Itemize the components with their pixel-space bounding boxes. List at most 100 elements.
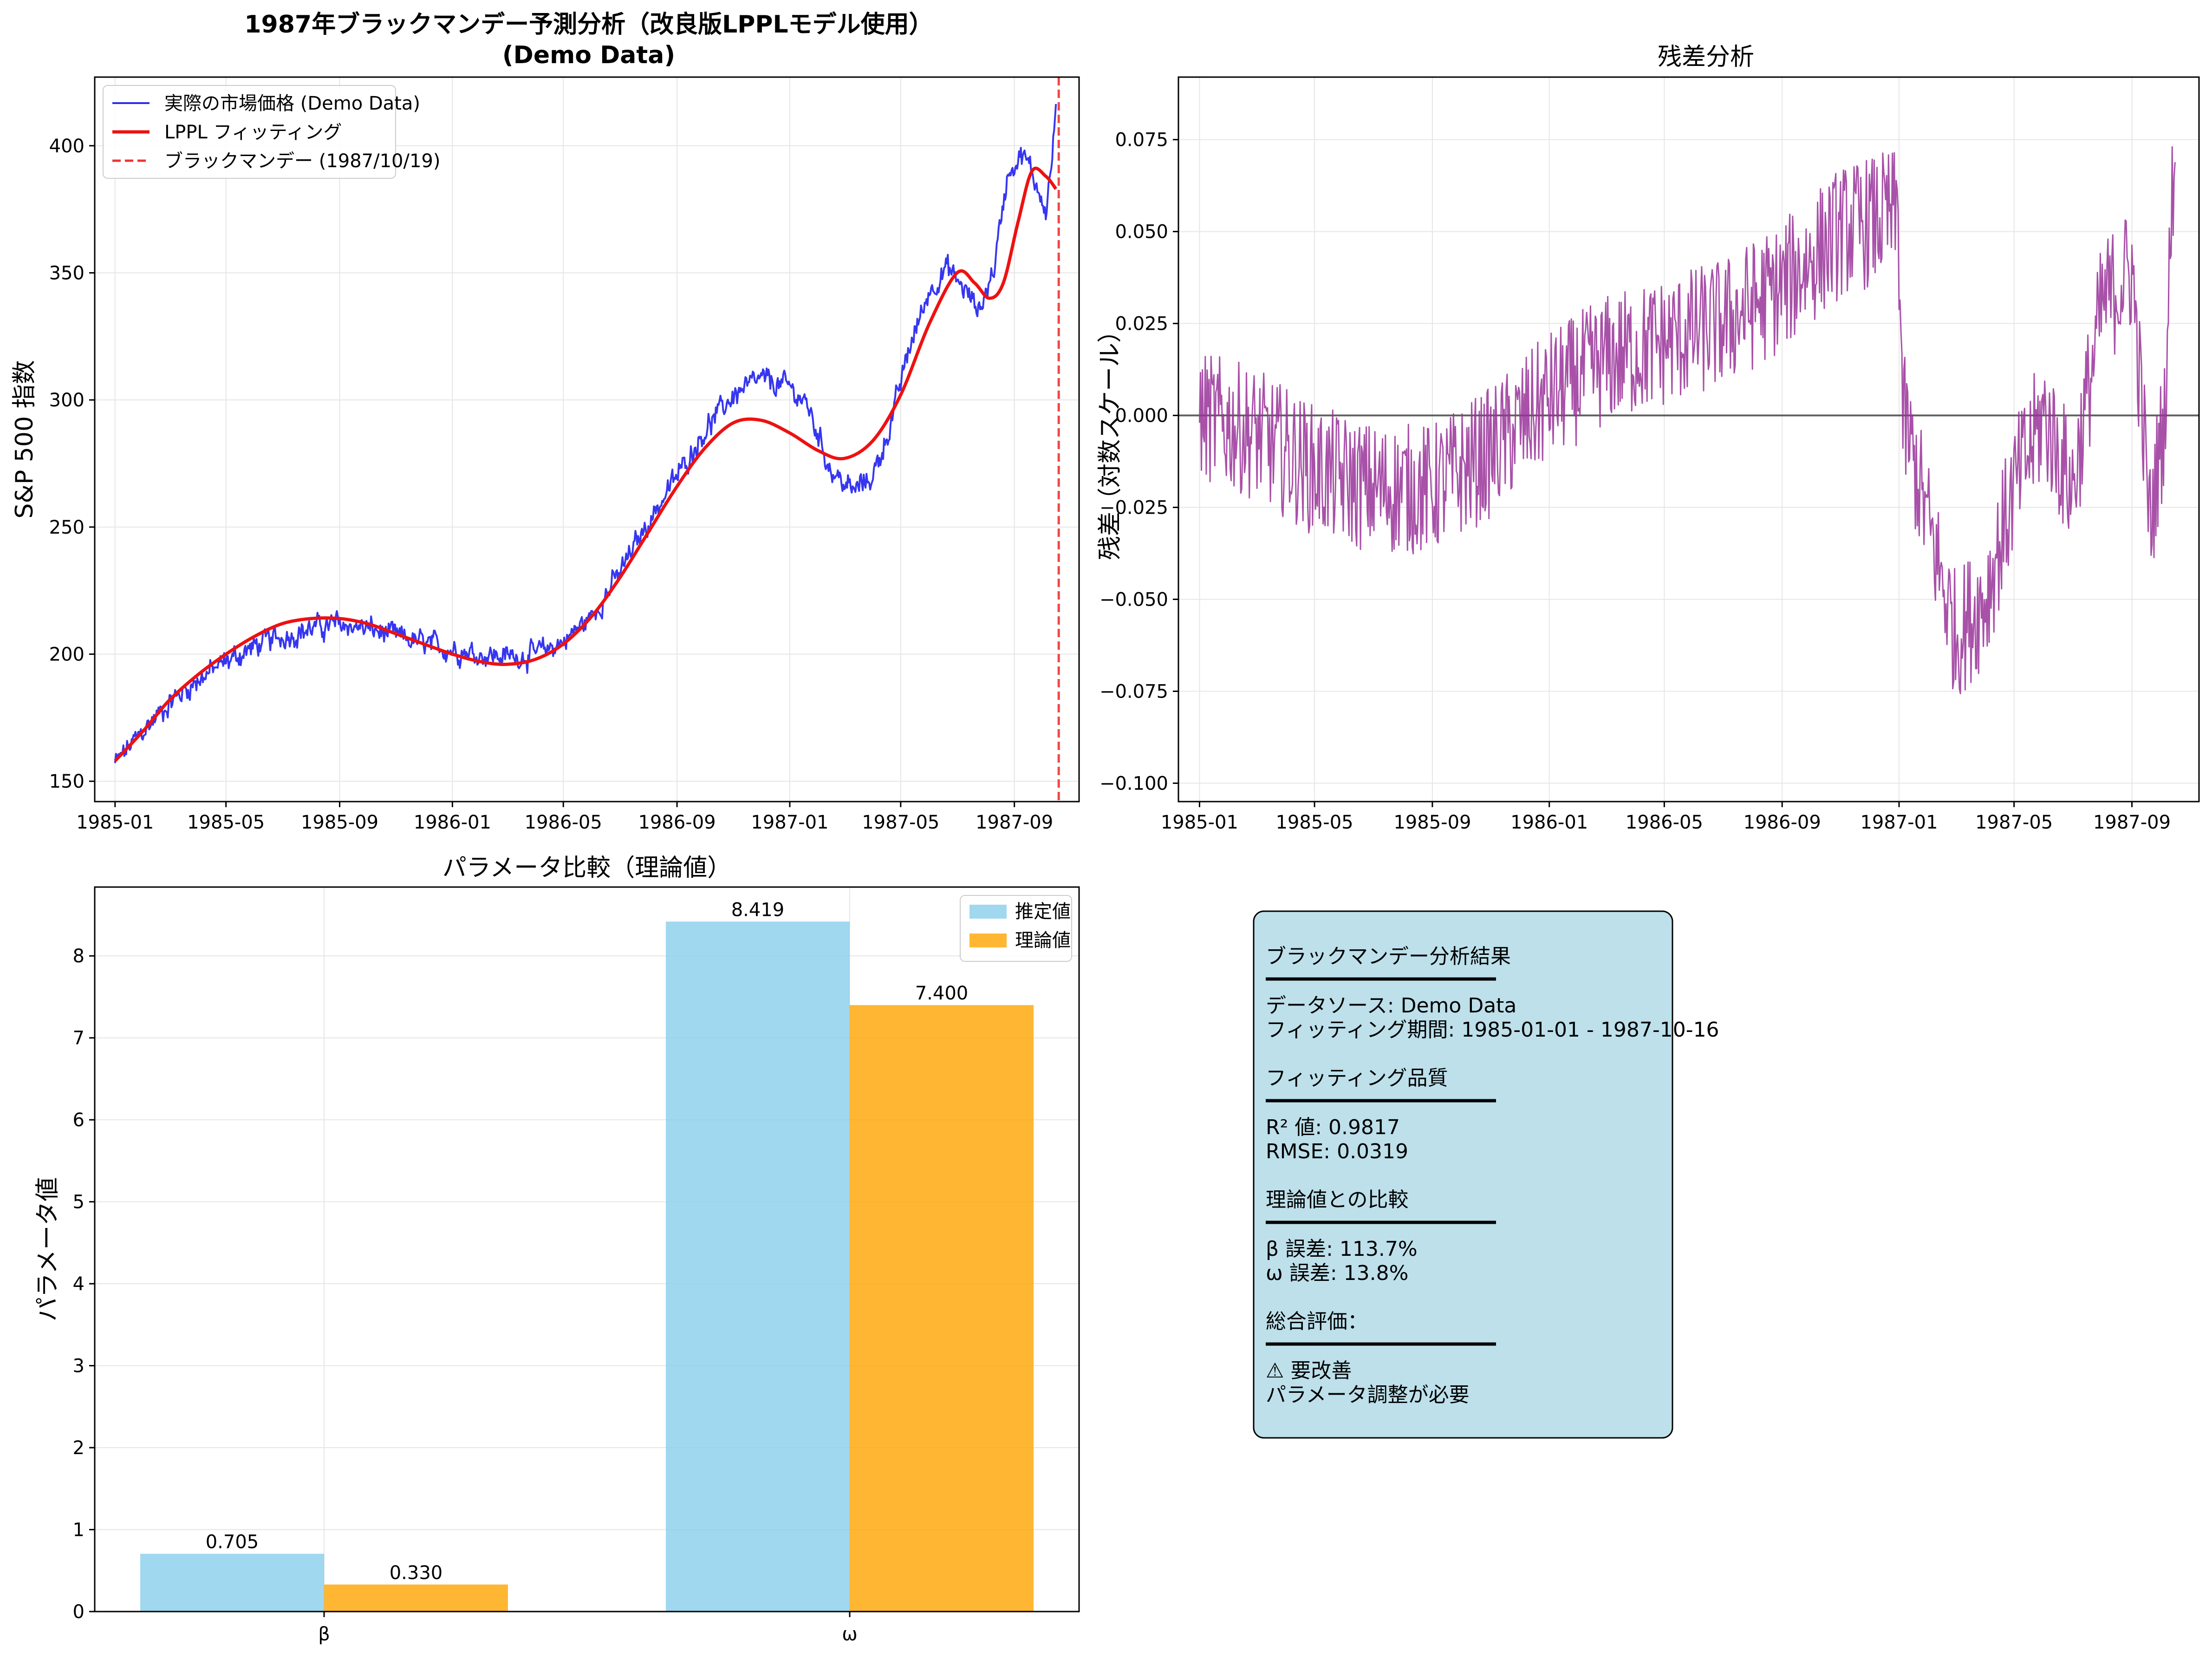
parameter-bar <box>666 921 850 1612</box>
residual-line <box>1198 146 2176 694</box>
bar-value-label: 0.330 <box>390 1562 443 1584</box>
residual-panel: 残差分析 1985-01 1985-05 1985-09 1986-01 1986-05… <box>1096 43 2200 833</box>
info-line: データソース: Demo Data <box>1266 994 1516 1018</box>
x-tick-label: 1986-09 <box>638 812 716 833</box>
y-tick-label: −0.100 <box>1099 773 1168 794</box>
category-label: β <box>318 1624 330 1645</box>
parameter-bars: 0.705 8.419 0.330 7.400 <box>140 899 1034 1612</box>
info-box-background <box>1253 910 1673 1439</box>
legend-black-monday-label: ブラックマンデー (1987/10/19) <box>164 150 440 172</box>
residual-y-axis-label: 残差（対数スケール） <box>1096 319 1124 560</box>
info-section-header: 総合評価： <box>1266 1310 1368 1333</box>
y-tick-label: 350 <box>49 262 85 284</box>
x-tick-label: 1987-09 <box>2093 812 2171 833</box>
x-tick-label: 1986-01 <box>1510 812 1588 833</box>
x-tick-label: 1985-05 <box>1275 812 1353 833</box>
x-tick-label: 1987-09 <box>976 812 1053 833</box>
x-tick-label: 1987-01 <box>1860 812 1938 833</box>
price-tick-labels: 1985-01 1985-05 1985-09 1986-01 1986-05 1986-… <box>49 136 1054 833</box>
y-tick-label: 5 <box>73 1192 85 1213</box>
info-section-header: 理論値との比較 <box>1266 1188 1409 1212</box>
x-tick-label: 1986-01 <box>414 812 491 833</box>
info-line: ω 誤差: 13.8% <box>1266 1261 1408 1285</box>
info-line: β 誤差: 113.7% <box>1266 1237 1418 1261</box>
residual-axes-frame <box>1178 76 2200 803</box>
bar-value-label: 0.705 <box>206 1532 259 1553</box>
x-tick-label: 1987-05 <box>862 812 939 833</box>
y-tick-label: 0 <box>73 1601 85 1623</box>
residual-chart-title: 残差分析 <box>1658 43 1754 71</box>
info-section-header: ブラックマンデー分析結果 <box>1266 945 1511 968</box>
actual-price-line <box>114 104 1057 764</box>
y-tick-label: −0.050 <box>1099 589 1168 610</box>
price-y-axis-label: S&P 500 指数 <box>11 360 39 518</box>
x-tick-label: 1987-05 <box>1975 812 2053 833</box>
bar-value-label: 7.400 <box>915 983 969 1004</box>
bar-value-label: 8.419 <box>731 899 785 920</box>
y-tick-label: 400 <box>49 136 85 157</box>
x-tick-label: 1986-05 <box>525 812 602 833</box>
legend-swatch <box>969 933 1007 947</box>
legend-frame <box>103 85 396 179</box>
y-tick-label: 0.075 <box>1115 130 1168 151</box>
x-tick-label: 1986-09 <box>1744 812 1821 833</box>
parameter-chart-title: パラメータ比較（理論値） <box>442 854 731 882</box>
price-chart-title: 1987年ブラックマンデー予測分析（改良版LPPLモデル使用） <box>244 11 933 39</box>
parameter-bar <box>140 1554 324 1612</box>
price-series <box>114 77 1060 802</box>
legend-label: 推定値 <box>1015 901 1071 922</box>
y-tick-label: 4 <box>73 1273 85 1295</box>
residual-series <box>1178 146 2199 694</box>
parameter-panel: パラメータ比較（理論値） β ω 0 1 2 3 4 5 6 7 8 0.705 8.419 0.330… <box>34 854 1080 1645</box>
y-tick-label: 0.025 <box>1115 313 1168 335</box>
x-tick-label: 1986-05 <box>1626 812 1703 833</box>
parameter-y-axis-label: パラメータ値 <box>34 1177 62 1321</box>
info-line: ⚠ 要改善 <box>1266 1359 1352 1383</box>
y-tick-label: 0.050 <box>1115 222 1168 243</box>
legend-label: 理論値 <box>1015 930 1071 951</box>
residual-tick-labels: 1985-01 1985-05 1985-09 1986-01 1986-05 1986-… <box>1099 130 2171 833</box>
info-line: R² 値: 0.9817 <box>1266 1116 1400 1139</box>
info-line: パラメータ調整が必要 <box>1266 1383 1470 1407</box>
x-tick-label: 1987-01 <box>751 812 828 833</box>
parameter-tick-labels: β ω 0 1 2 3 4 5 6 7 8 <box>73 946 858 1645</box>
price-axes-frame <box>94 76 1080 803</box>
y-tick-label: −0.025 <box>1099 497 1168 518</box>
legend-actual-price-label: 実際の市場価格 (Demo Data) <box>164 93 420 114</box>
parameter-axes-frame <box>94 886 1080 1612</box>
x-tick-label: 1985-05 <box>187 812 265 833</box>
info-section-header: フィッティング品質 <box>1266 1066 1448 1090</box>
y-tick-label: 8 <box>73 946 85 967</box>
y-tick-label: 0.000 <box>1115 405 1168 427</box>
x-tick-label: 1985-01 <box>1161 812 1238 833</box>
y-tick-label: −0.075 <box>1099 681 1168 702</box>
info-line: RMSE: 0.0319 <box>1266 1140 1408 1163</box>
parameter-bar <box>324 1584 508 1612</box>
residual-grid <box>1178 77 2199 802</box>
y-tick-label: 7 <box>73 1028 85 1049</box>
info-line: フィッティング期間: 1985-01-01 - 1987-10-16 <box>1266 1018 1719 1042</box>
y-tick-label: 1 <box>73 1520 85 1541</box>
parameter-bar <box>850 1005 1034 1612</box>
y-tick-label: 200 <box>49 644 85 666</box>
x-tick-label: 1985-01 <box>76 812 154 833</box>
y-tick-label: 3 <box>73 1356 85 1377</box>
legend-lppl-fit-label: LPPL フィッティング <box>164 122 342 143</box>
price-chart-subtitle: (Demo Data) <box>502 41 675 69</box>
legend-swatch <box>969 905 1007 919</box>
price-legend[interactable]: 実際の市場価格 (Demo Data) LPPL フィッティングブラックマンデー … <box>103 85 440 179</box>
y-tick-label: 2 <box>73 1437 85 1459</box>
y-tick-label: 150 <box>49 771 85 792</box>
lppl-fit-line <box>114 166 1058 762</box>
category-label: ω <box>842 1624 858 1645</box>
x-tick-label: 1985-09 <box>1393 812 1471 833</box>
y-tick-label: 6 <box>73 1110 85 1131</box>
price-panel: 1987年ブラックマンデー予測分析（改良版LPPLモデル使用） (Demo Da… <box>11 11 1080 833</box>
price-grid <box>95 77 1079 802</box>
y-tick-label: 300 <box>49 390 85 411</box>
x-tick-label: 1985-09 <box>301 812 378 833</box>
y-tick-label: 250 <box>49 517 85 538</box>
